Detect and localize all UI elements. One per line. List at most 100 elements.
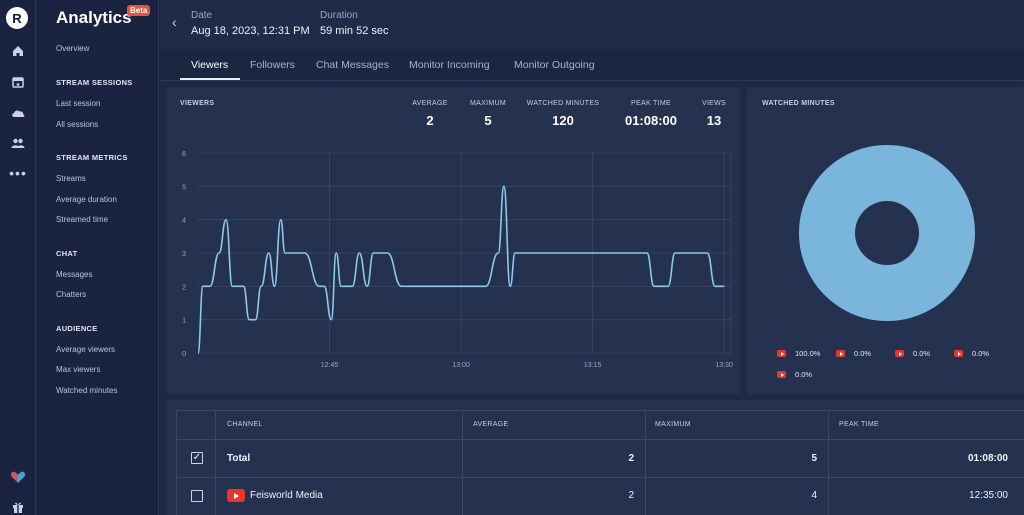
- donut-slice: [799, 145, 975, 321]
- back-chevron-icon[interactable]: ‹: [172, 14, 177, 30]
- channel-name[interactable]: Feisworld Media: [250, 490, 323, 501]
- tab-viewers[interactable]: Viewers: [191, 59, 229, 71]
- sidebar-item-streamed-time[interactable]: Streamed time: [56, 215, 109, 224]
- duration-value: 59 min 52 sec: [320, 25, 389, 37]
- legend-item: 100.0%: [777, 349, 820, 358]
- table-divider: [462, 410, 463, 515]
- tab-monitor-incoming[interactable]: Monitor Incoming: [409, 59, 490, 71]
- tab-chat-messages[interactable]: Chat Messages: [316, 59, 389, 71]
- sidebar: Analytics Beta Overview STREAM SESSIONS …: [37, 0, 159, 515]
- stat-watched-minutes-value: 120: [552, 113, 574, 128]
- row-average: 2: [628, 490, 634, 501]
- row-checkbox[interactable]: ✓: [191, 452, 203, 464]
- more-icon[interactable]: •••: [9, 165, 27, 181]
- channels-table: CHANNEL AVERAGE MAXIMUM PEAK TIME ✓ Tota…: [166, 400, 1024, 515]
- viewers-line-chart: 0 1 2 3 4 5 6 12:45 13:00 13:15 13:30: [182, 151, 733, 369]
- youtube-icon: [954, 350, 963, 357]
- beta-badge: Beta: [127, 5, 151, 16]
- column-header-average[interactable]: AVERAGE: [473, 421, 509, 428]
- sidebar-heading-chat: CHAT: [56, 249, 78, 258]
- icon-rail: R •••: [0, 0, 36, 515]
- legend-item: 0.0%: [836, 349, 871, 358]
- stat-views-label: VIEWS: [701, 100, 727, 107]
- date-label: Date: [191, 10, 213, 21]
- channel-name: Total: [227, 453, 251, 464]
- x-tick-label: 13:15: [584, 362, 602, 369]
- youtube-icon: [895, 350, 904, 357]
- legend-item: 0.0%: [895, 349, 930, 358]
- table-divider: [176, 410, 177, 515]
- youtube-icon: [777, 371, 786, 378]
- stat-average-value: 2: [426, 113, 434, 128]
- table-divider: [215, 410, 216, 515]
- table-divider: [176, 410, 1024, 411]
- stat-average-label: AVERAGE: [412, 100, 448, 107]
- app-title: Analytics: [56, 8, 132, 27]
- column-header-peak-time[interactable]: PEAK TIME: [839, 421, 879, 428]
- column-header-maximum[interactable]: MAXIMUM: [655, 421, 691, 428]
- viewers-series-line: [197, 185, 725, 354]
- viewers-card-title: VIEWERS: [180, 100, 215, 107]
- youtube-icon: [836, 350, 845, 357]
- y-tick-label: 0: [182, 351, 186, 358]
- legend-item: 0.0%: [954, 349, 989, 358]
- x-tick-label: 12:45: [321, 362, 339, 369]
- row-peak-time: 12:35:00: [969, 490, 1008, 501]
- sidebar-heading-stream-sessions: STREAM SESSIONS: [56, 78, 133, 87]
- heart-icon[interactable]: [0, 466, 36, 488]
- table-divider: [176, 477, 1024, 478]
- sidebar-item-all-sessions[interactable]: All sessions: [56, 120, 99, 129]
- row-maximum: 4: [811, 490, 817, 501]
- y-tick-label: 6: [182, 151, 186, 158]
- table-divider: [176, 439, 1024, 440]
- column-header-channel[interactable]: CHANNEL: [227, 421, 263, 428]
- y-tick-label: 4: [182, 218, 186, 225]
- cloud-icon[interactable]: [0, 102, 36, 124]
- x-tick-label: 13:30: [715, 362, 733, 369]
- app-logo[interactable]: R: [6, 7, 28, 29]
- watched-minutes-card-title: WATCHED MINUTES: [762, 100, 835, 107]
- y-tick-label: 3: [182, 251, 186, 258]
- active-tab-indicator: [180, 78, 240, 80]
- session-header: ‹ Date Aug 18, 2023, 12:31 PM Duration 5…: [160, 0, 1024, 50]
- tab-followers[interactable]: Followers: [250, 59, 295, 71]
- sidebar-item-messages[interactable]: Messages: [56, 270, 93, 279]
- sidebar-item-chatters[interactable]: Chatters: [56, 290, 87, 299]
- watched-minutes-card: WATCHED MINUTES 100.0% 0.0% 0.0% 0.0% 0.…: [747, 87, 1024, 394]
- sidebar-item-max-viewers[interactable]: Max viewers: [56, 365, 101, 374]
- youtube-icon: [777, 350, 786, 357]
- watched-minutes-donut-chart: [799, 145, 975, 321]
- table-divider: [828, 410, 829, 515]
- sidebar-heading-audience: AUDIENCE: [56, 324, 98, 333]
- sidebar-item-last-session[interactable]: Last session: [56, 99, 101, 108]
- stat-watched-minutes-label: WATCHED MINUTES: [526, 100, 600, 107]
- y-tick-label: 1: [182, 318, 186, 325]
- sidebar-item-overview[interactable]: Overview: [56, 44, 90, 53]
- stat-views-value: 13: [706, 113, 722, 128]
- youtube-icon: [227, 489, 245, 502]
- stat-maximum-value: 5: [484, 113, 492, 128]
- date-value: Aug 18, 2023, 12:31 PM: [191, 25, 310, 37]
- tab-bar: Viewers Followers Chat Messages Monitor …: [160, 50, 1024, 81]
- home-icon[interactable]: [0, 40, 36, 62]
- tab-monitor-outgoing[interactable]: Monitor Outgoing: [514, 59, 595, 71]
- row-maximum: 5: [811, 453, 817, 464]
- sidebar-item-watched-minutes[interactable]: Watched minutes: [56, 386, 118, 395]
- sidebar-item-average-duration[interactable]: Average duration: [56, 195, 117, 204]
- x-tick-label: 13:00: [452, 362, 470, 369]
- row-checkbox[interactable]: [191, 490, 203, 502]
- sidebar-item-average-viewers[interactable]: Average viewers: [56, 345, 115, 354]
- legend-item: 0.0%: [777, 370, 812, 379]
- stat-maximum-label: MAXIMUM: [470, 100, 506, 107]
- stat-peak-time-label: PEAK TIME: [631, 100, 671, 107]
- row-peak-time: 01:08:00: [967, 453, 1008, 464]
- users-icon[interactable]: [0, 132, 36, 154]
- y-tick-label: 5: [182, 184, 186, 191]
- calendar-icon[interactable]: [0, 71, 36, 93]
- gift-icon[interactable]: [0, 496, 36, 515]
- y-tick-label: 2: [182, 284, 186, 291]
- sidebar-heading-stream-metrics: STREAM METRICS: [56, 153, 128, 162]
- sidebar-item-streams[interactable]: Streams: [56, 174, 86, 183]
- table-divider: [645, 410, 646, 515]
- viewers-card: VIEWERS AVERAGE 2 MAXIMUM 5 WATCHED MINU…: [166, 87, 740, 394]
